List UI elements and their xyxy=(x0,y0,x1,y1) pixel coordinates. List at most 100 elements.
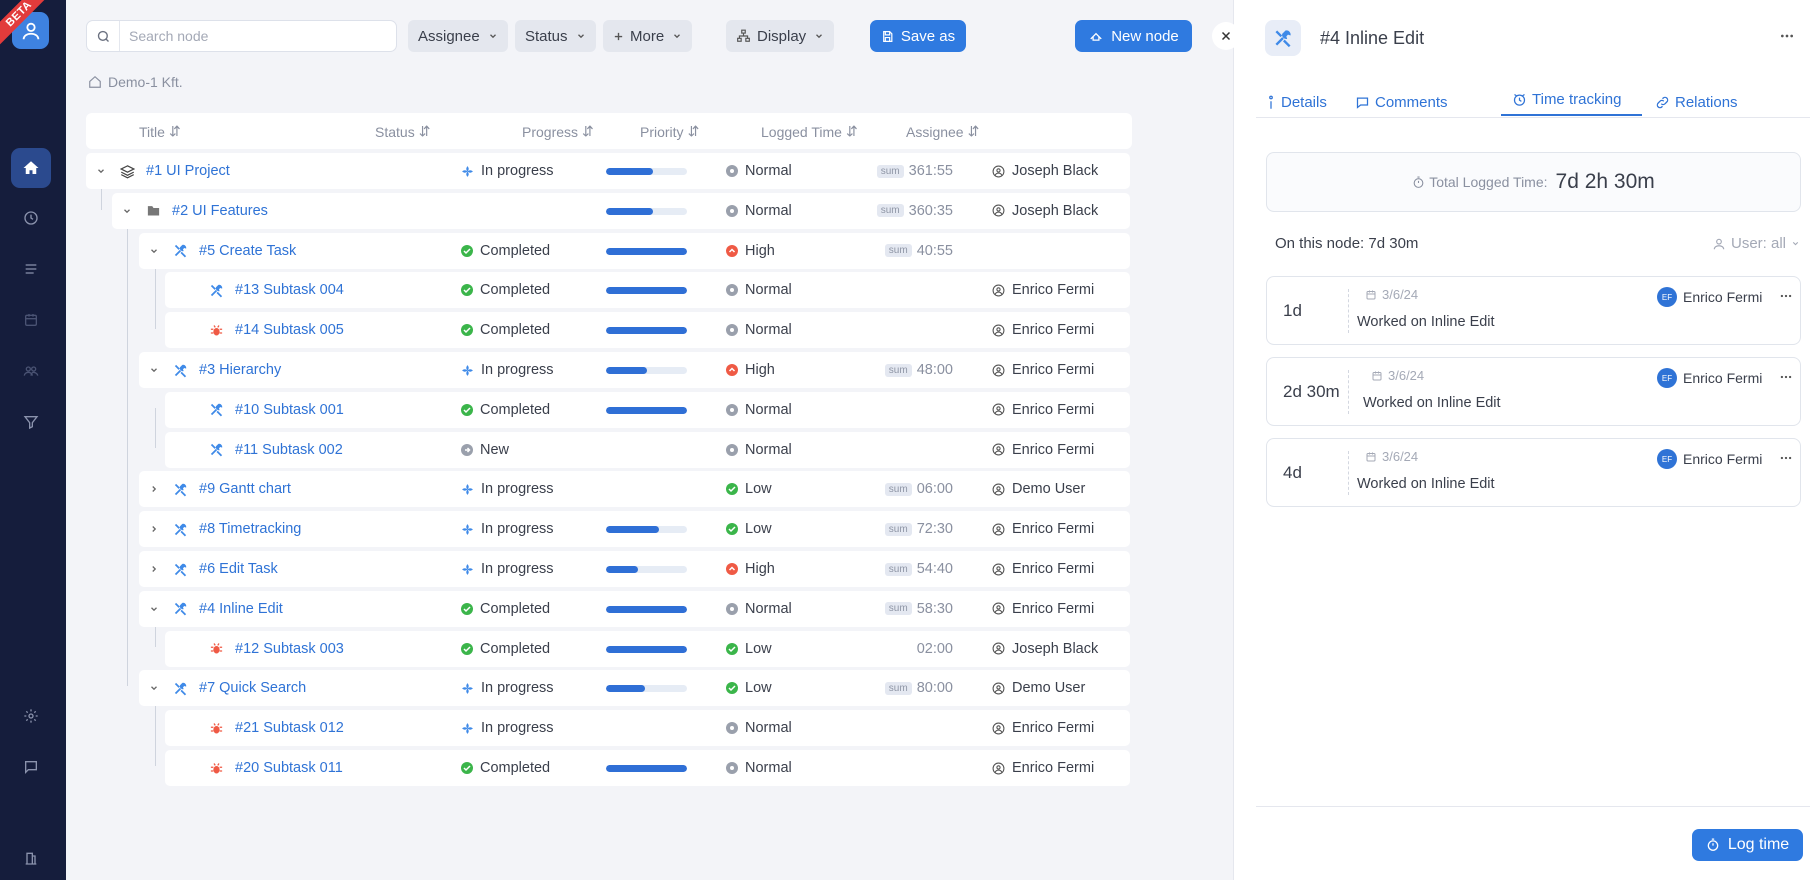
user-filter[interactable]: User: all xyxy=(1712,235,1800,252)
entry-more-button[interactable] xyxy=(1779,370,1793,389)
row-assignee[interactable]: Demo User xyxy=(992,670,1085,706)
chevron-down-icon[interactable] xyxy=(122,206,132,216)
row-assignee[interactable]: Joseph Black xyxy=(992,153,1098,189)
row-title[interactable]: #13 Subtask 004 xyxy=(235,282,344,299)
tab-details[interactable]: Details xyxy=(1266,88,1327,116)
col-status[interactable]: Status ⇵ xyxy=(375,123,431,140)
nav-filter[interactable] xyxy=(11,402,51,442)
col-assignee[interactable]: Assignee ⇵ xyxy=(906,123,980,140)
time-entry[interactable]: 1d 3/6/24 Worked on Inline Edit EF Enrico Fe… xyxy=(1266,276,1801,345)
close-panel-button[interactable] xyxy=(1212,22,1240,50)
search-input[interactable] xyxy=(119,21,397,51)
chevron-down-icon[interactable] xyxy=(149,683,159,693)
row-title[interactable]: #21 Subtask 012 xyxy=(235,720,344,737)
table-row[interactable]: #9 Gantt chart In progress Low sum 06:00 Demo… xyxy=(139,471,1130,508)
nav-calendar[interactable] xyxy=(11,300,51,340)
row-priority[interactable]: Low xyxy=(726,670,772,706)
table-row[interactable]: #3 Hierarchy In progress High sum 48:00 Enric… xyxy=(139,352,1130,388)
row-assignee[interactable]: Joseph Black xyxy=(992,631,1098,667)
chevron-down-icon[interactable] xyxy=(149,365,159,375)
row-title[interactable]: #5 Create Task xyxy=(199,242,297,259)
table-row[interactable]: #11 Subtask 002 New Normal Enrico Fermi xyxy=(165,431,1130,468)
save-as-button[interactable]: Save as xyxy=(870,20,966,52)
row-status[interactable]: Completed xyxy=(461,591,550,627)
row-assignee[interactable]: Enrico Fermi xyxy=(992,312,1094,348)
row-priority[interactable]: Normal xyxy=(726,312,792,348)
breadcrumb-org[interactable]: Demo-1 Kft. xyxy=(108,74,183,90)
row-priority[interactable]: High xyxy=(726,352,775,388)
entry-more-button[interactable] xyxy=(1779,451,1793,470)
row-status[interactable]: In progress xyxy=(461,511,554,547)
entry-more-button[interactable] xyxy=(1779,289,1793,308)
table-row[interactable]: #5 Create Task Completed High sum 40:55 xyxy=(139,232,1130,269)
table-row[interactable]: #8 Timetracking In progress Low sum 72:30 Enr… xyxy=(139,511,1130,548)
row-assignee[interactable]: Joseph Black xyxy=(992,193,1098,229)
nav-history[interactable] xyxy=(11,198,51,238)
chevron-right-icon[interactable] xyxy=(149,564,159,574)
table-row[interactable]: #13 Subtask 004 Completed Normal Enrico Fer… xyxy=(165,272,1130,309)
row-status[interactable]: Completed xyxy=(461,631,550,667)
tab-relations[interactable]: Relations xyxy=(1655,88,1738,116)
row-title[interactable]: #11 Subtask 002 xyxy=(235,441,343,458)
table-row[interactable]: #6 Edit Task In progress High sum 54:40 Enric… xyxy=(139,551,1130,587)
row-status[interactable]: Completed xyxy=(461,750,550,786)
chevron-down-icon[interactable] xyxy=(149,246,159,256)
row-priority[interactable]: Normal xyxy=(726,591,792,627)
table-row[interactable]: #1 UI Project In progress Normal sum 361:55 J… xyxy=(86,153,1130,189)
row-assignee[interactable]: Enrico Fermi xyxy=(992,432,1094,468)
time-entry[interactable]: 4d 3/6/24 Worked on Inline Edit EF Enrico Fe… xyxy=(1266,438,1801,507)
row-status[interactable]: Completed xyxy=(461,392,550,428)
row-priority[interactable]: High xyxy=(726,551,775,587)
row-status[interactable]: New xyxy=(461,432,509,468)
row-status[interactable]: Completed xyxy=(461,233,550,269)
row-assignee[interactable]: Enrico Fermi xyxy=(992,591,1094,627)
row-status[interactable]: In progress xyxy=(461,153,554,189)
row-priority[interactable]: Low xyxy=(726,631,772,667)
row-priority[interactable]: Normal xyxy=(726,710,792,746)
row-assignee[interactable]: Enrico Fermi xyxy=(992,392,1094,428)
nav-settings[interactable] xyxy=(11,696,51,736)
row-status[interactable]: Completed xyxy=(461,312,550,348)
row-priority[interactable]: Normal xyxy=(726,272,792,308)
chevron-down-icon[interactable] xyxy=(96,166,106,176)
status-filter-button[interactable]: Status xyxy=(515,20,596,52)
row-title[interactable]: #10 Subtask 001 xyxy=(235,401,344,418)
row-priority[interactable]: Normal xyxy=(726,750,792,786)
col-title[interactable]: Title ⇵ xyxy=(139,123,181,140)
row-title[interactable]: #2 UI Features xyxy=(172,202,268,219)
row-title[interactable]: #9 Gantt chart xyxy=(199,481,291,498)
table-row[interactable]: #21 Subtask 012 In progress Normal Enrico F… xyxy=(165,710,1130,747)
tab-time-tracking[interactable]: Time tracking xyxy=(1501,88,1642,116)
row-status[interactable]: In progress xyxy=(461,352,554,388)
nav-home[interactable] xyxy=(11,148,51,188)
table-row[interactable]: #14 Subtask 005 Completed Normal Enrico Fer… xyxy=(165,312,1130,349)
tab-comments[interactable]: Comments xyxy=(1355,88,1448,116)
row-status[interactable]: Completed xyxy=(461,272,550,308)
row-title[interactable]: #14 Subtask 005 xyxy=(235,322,344,339)
display-button[interactable]: Display xyxy=(726,20,835,52)
chevron-right-icon[interactable] xyxy=(149,524,159,534)
row-assignee[interactable]: Enrico Fermi xyxy=(992,750,1094,786)
row-status[interactable]: In progress xyxy=(461,710,554,746)
panel-more-button[interactable] xyxy=(1779,28,1795,49)
row-priority[interactable]: Normal xyxy=(726,432,792,468)
nav-team[interactable] xyxy=(11,351,51,391)
table-row[interactable]: #10 Subtask 001 Completed Normal Enrico Fer… xyxy=(165,391,1130,428)
row-priority[interactable]: Low xyxy=(726,471,772,507)
more-filter-button[interactable]: More xyxy=(603,20,693,52)
row-assignee[interactable]: Enrico Fermi xyxy=(992,551,1094,587)
row-status[interactable]: In progress xyxy=(461,551,554,587)
row-title[interactable]: #7 Quick Search xyxy=(199,680,307,697)
log-time-button[interactable]: Log time xyxy=(1692,829,1803,861)
row-title[interactable]: #3 Hierarchy xyxy=(199,362,282,378)
nav-feedback[interactable] xyxy=(11,747,51,787)
row-assignee[interactable]: Enrico Fermi xyxy=(992,272,1094,308)
table-row[interactable]: #7 Quick Search In progress Low sum 80:00 Dem… xyxy=(139,670,1130,707)
row-status[interactable]: In progress xyxy=(461,670,554,706)
new-node-button[interactable]: New node xyxy=(1075,20,1192,52)
row-assignee[interactable]: Enrico Fermi xyxy=(992,710,1094,746)
row-title[interactable]: #1 UI Project xyxy=(146,163,230,179)
row-priority[interactable]: High xyxy=(726,233,775,269)
chevron-down-icon[interactable] xyxy=(149,604,159,614)
row-assignee[interactable]: Enrico Fermi xyxy=(992,511,1094,547)
